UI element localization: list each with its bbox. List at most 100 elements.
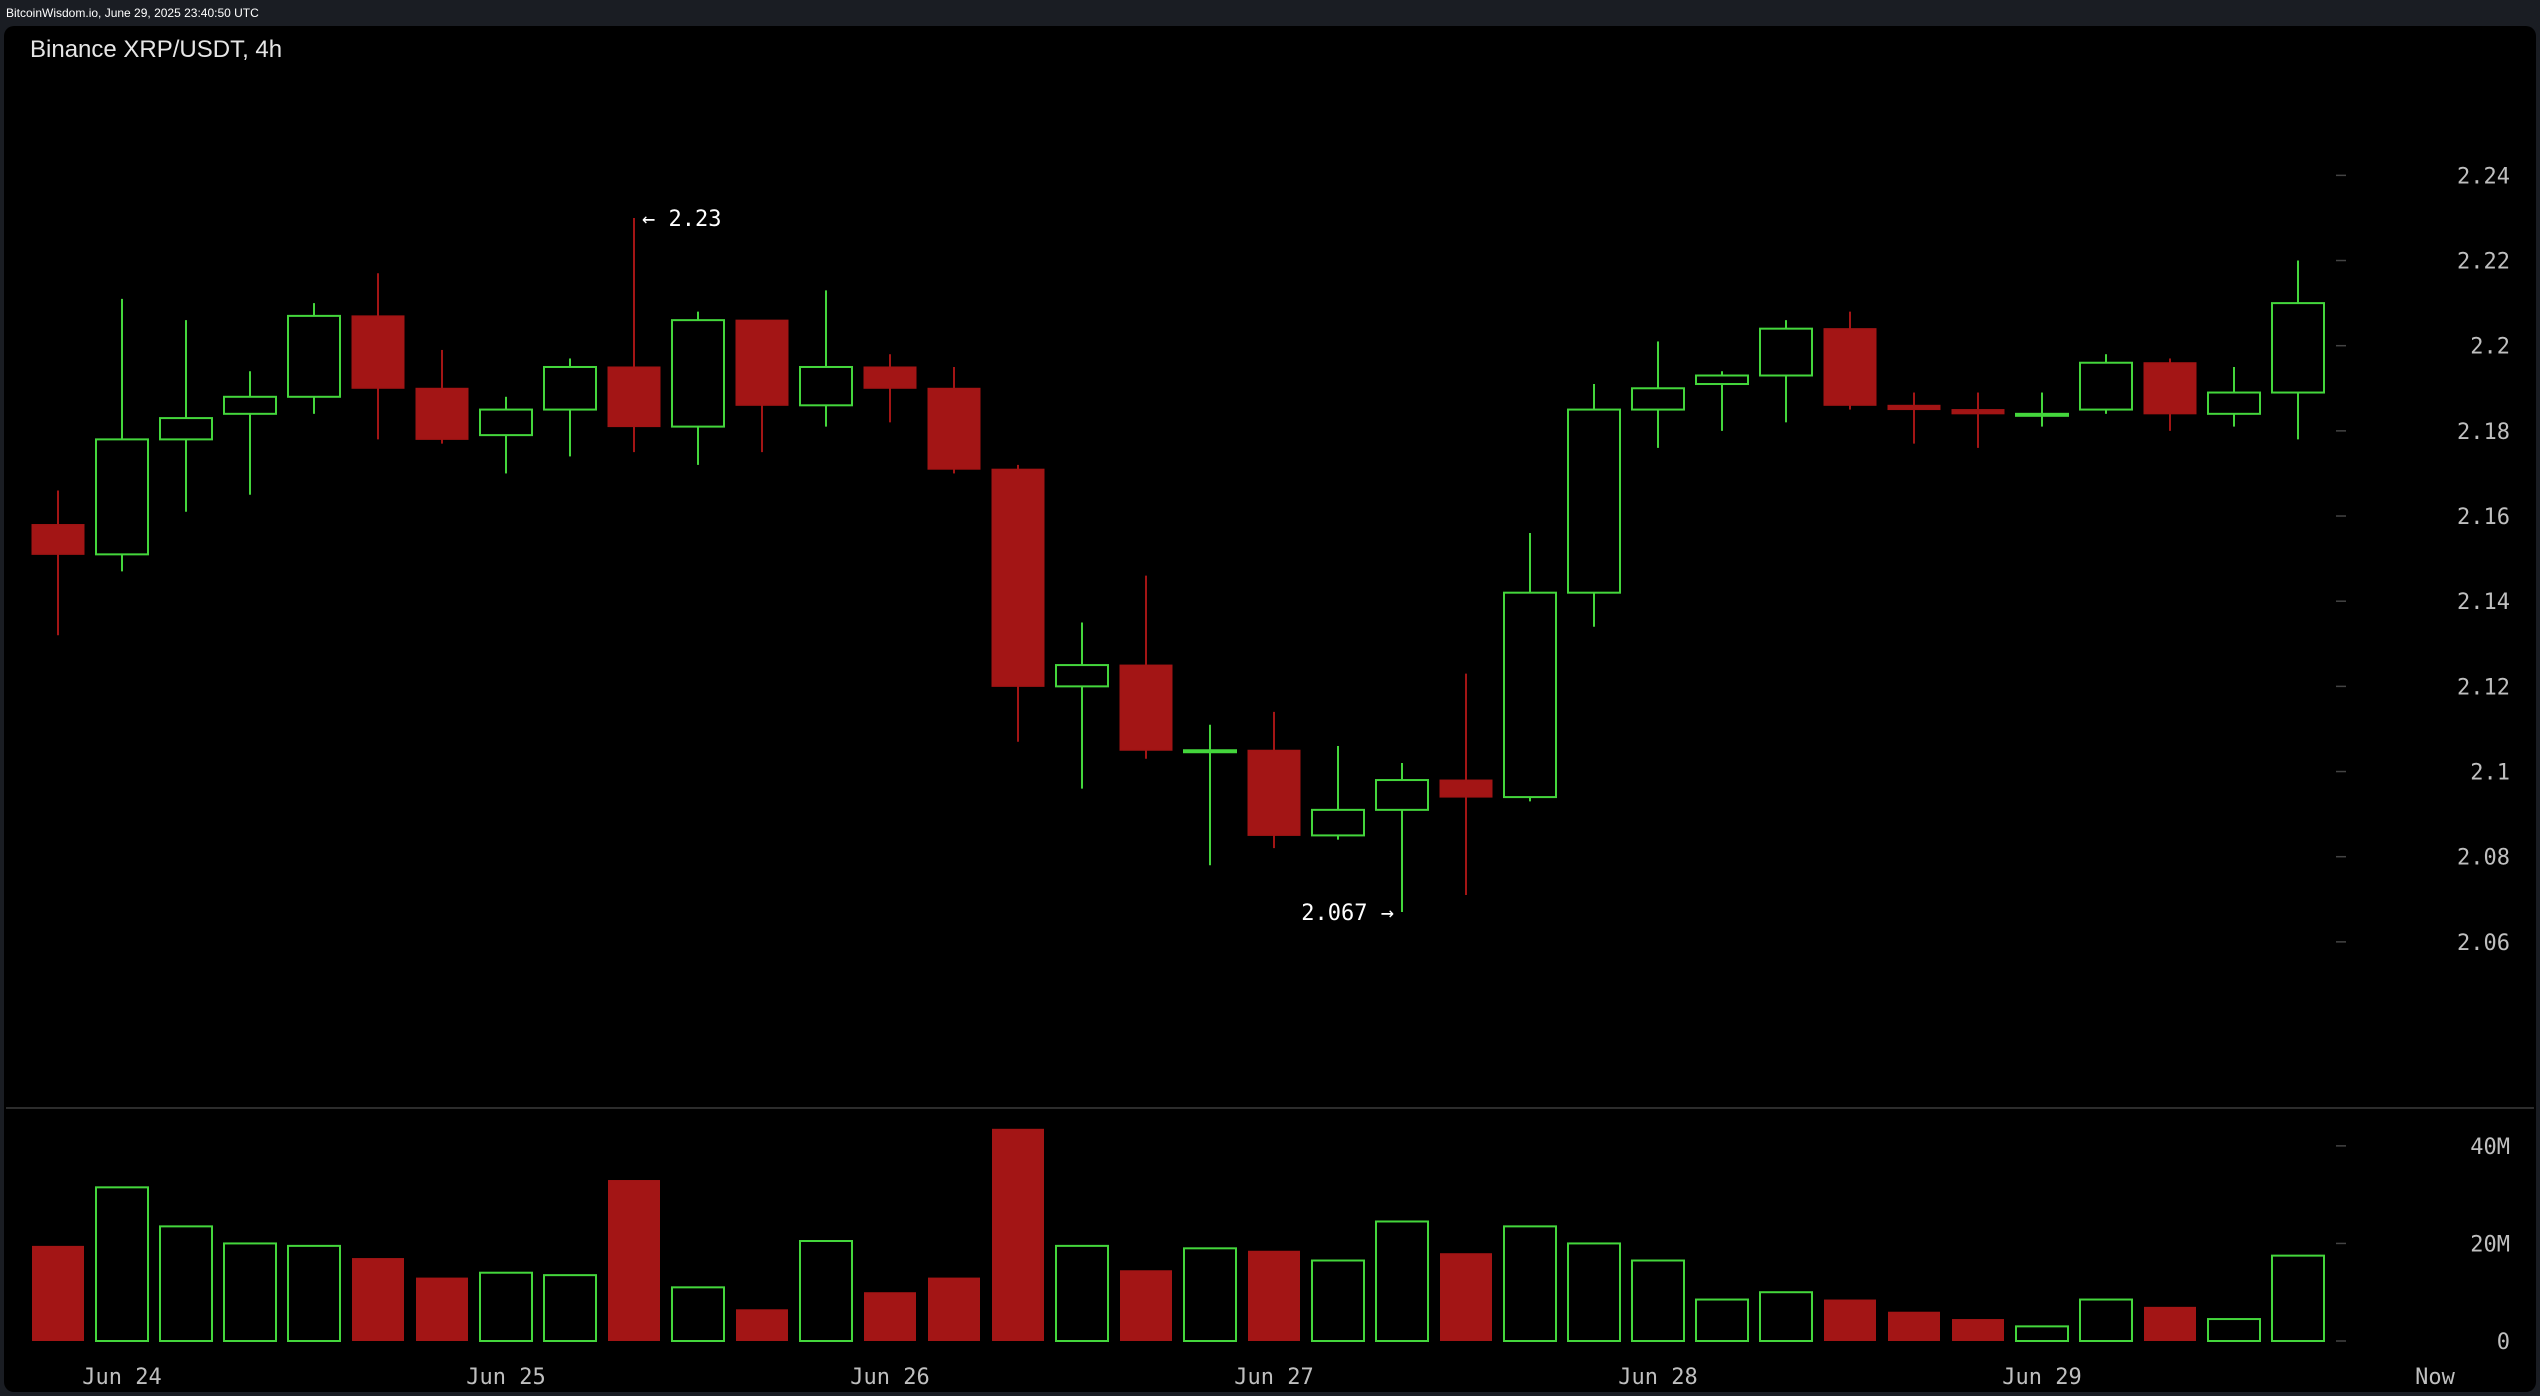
volume-bar-20 (1248, 1250, 1300, 1341)
annotations-layer: ← 2.23 2.067 → (642, 207, 1394, 926)
candle-1 (31, 490, 85, 636)
candle-33 (2079, 354, 2133, 414)
candle-7 (415, 349, 469, 444)
top-bar: BitcoinWisdom.io, June 29, 2025 23:40:50… (0, 0, 2540, 28)
candle-body-up (1503, 591, 1557, 799)
candle-body-up (223, 395, 277, 415)
candle-body-up (2079, 361, 2133, 411)
candle-5 (287, 303, 341, 414)
price-tick-label: 2.18 (2457, 420, 2510, 445)
volume-bar-14 (864, 1292, 916, 1341)
candle-28 (1759, 320, 1813, 423)
volume-bar-18 (1120, 1270, 1172, 1341)
candle-body-up (543, 365, 597, 411)
time-tick-label: Jun 25 (466, 1365, 545, 1390)
candle-31 (1951, 392, 2005, 448)
volume-bar-6 (352, 1258, 404, 1341)
time-tick-label: Jun 24 (82, 1365, 161, 1390)
candle-body-down (1119, 664, 1173, 751)
candle-body-down (735, 319, 789, 406)
volume-tick-label: 20M (2470, 1232, 2510, 1257)
volume-bar-15 (928, 1277, 980, 1341)
volume-bar-23 (1440, 1253, 1492, 1341)
candle-19 (1183, 724, 1237, 866)
candle-body-up (2015, 412, 2069, 417)
source-timestamp: BitcoinWisdom.io, June 29, 2025 23:40:50… (6, 6, 259, 20)
candle-body-up (1311, 808, 1365, 837)
candle-18 (1119, 575, 1173, 759)
volume-bar-21 (1311, 1259, 1365, 1343)
price-tick-label: 2.24 (2457, 164, 2510, 189)
price-tick-label: 2.16 (2457, 505, 2510, 530)
volume-bar-32 (2015, 1325, 2069, 1342)
volume-bar-3 (159, 1225, 213, 1342)
candle-23 (1439, 673, 1493, 896)
candle-34 (2143, 358, 2197, 431)
candle-14 (863, 354, 917, 423)
candle-13 (799, 290, 853, 427)
candle-body-down (1887, 404, 1941, 411)
candle-body-down (863, 366, 917, 389)
chart-title: Binance XRP/USDT, 4h (30, 36, 283, 63)
volume-bar-17 (1055, 1244, 1109, 1342)
volume-bar-28 (1759, 1291, 1813, 1342)
candle-body-up (2271, 302, 2325, 394)
volume-bar-36 (2271, 1254, 2325, 1343)
volume-tick-label: 0 (2497, 1330, 2510, 1355)
candle-body-up (159, 417, 213, 441)
price-axis: 2.06 2.08 2.1 2.12 2.14 2.16 2.18 2.2 2.22 2.24 (2336, 164, 2510, 956)
volume-bar-34 (2144, 1306, 2196, 1341)
candle-10 (607, 217, 661, 453)
candle-body-up (1567, 408, 1621, 594)
candle-body-up (799, 365, 853, 407)
price-tick-label: 2.1 (2470, 761, 2510, 786)
candle-body-down (415, 387, 469, 440)
candle-16 (991, 464, 1045, 742)
candle-21 (1311, 745, 1365, 840)
volume-bar-26 (1631, 1259, 1685, 1343)
candle-12 (735, 319, 789, 453)
candle-36 (2271, 260, 2325, 440)
time-tick-label: Jun 26 (850, 1365, 929, 1390)
time-tick-label: Jun 29 (2002, 1365, 2081, 1390)
high-annotation: ← 2.23 (642, 207, 721, 232)
volume-bar-9 (543, 1274, 597, 1343)
volume-tick-label: 40M (2470, 1135, 2510, 1160)
chart-panel (4, 26, 2536, 1392)
candle-body-up (671, 319, 725, 428)
volume-bar-16 (992, 1128, 1044, 1341)
price-tick-label: 2.2 (2470, 335, 2510, 360)
volume-bar-10 (608, 1180, 660, 1341)
time-axis: Jun 24 Jun 25 Jun 26 Jun 27 Jun 28 Jun 29 Now (82, 1365, 2455, 1390)
candle-body-down (2143, 362, 2197, 415)
price-tick-label: 2.06 (2457, 931, 2510, 956)
price-tick-label: 2.12 (2457, 675, 2510, 700)
candle-body-up (1631, 387, 1685, 411)
volume-bar-12 (736, 1309, 788, 1341)
candle-6 (351, 273, 405, 440)
candle-3 (159, 320, 213, 512)
candle-body-up (95, 438, 149, 556)
candle-body-up (2207, 391, 2261, 415)
time-tick-label: Jun 28 (1618, 1365, 1697, 1390)
volume-bar-11 (671, 1286, 725, 1342)
volume-bar-4 (223, 1242, 277, 1342)
candle-body-up (1759, 327, 1813, 377)
candle-body-down (1951, 409, 2005, 415)
candle-body-up (479, 408, 533, 437)
volume-bar-7 (416, 1277, 468, 1341)
candle-body-down (31, 524, 85, 555)
low-annotation: 2.067 → (1301, 901, 1394, 926)
candle-29 (1823, 311, 1877, 410)
volume-bar-27 (1695, 1298, 1749, 1343)
candle-20 (1247, 711, 1301, 849)
candle-body-down (1247, 749, 1301, 836)
volume-bar-31 (1952, 1319, 2004, 1341)
candle-body-down (607, 366, 661, 428)
price-tick-label: 2.22 (2457, 250, 2510, 275)
volume-bar-1 (32, 1245, 84, 1341)
volume-bar-19 (1183, 1247, 1237, 1342)
candle-body-up (1183, 749, 1237, 754)
candle-17 (1055, 622, 1109, 789)
